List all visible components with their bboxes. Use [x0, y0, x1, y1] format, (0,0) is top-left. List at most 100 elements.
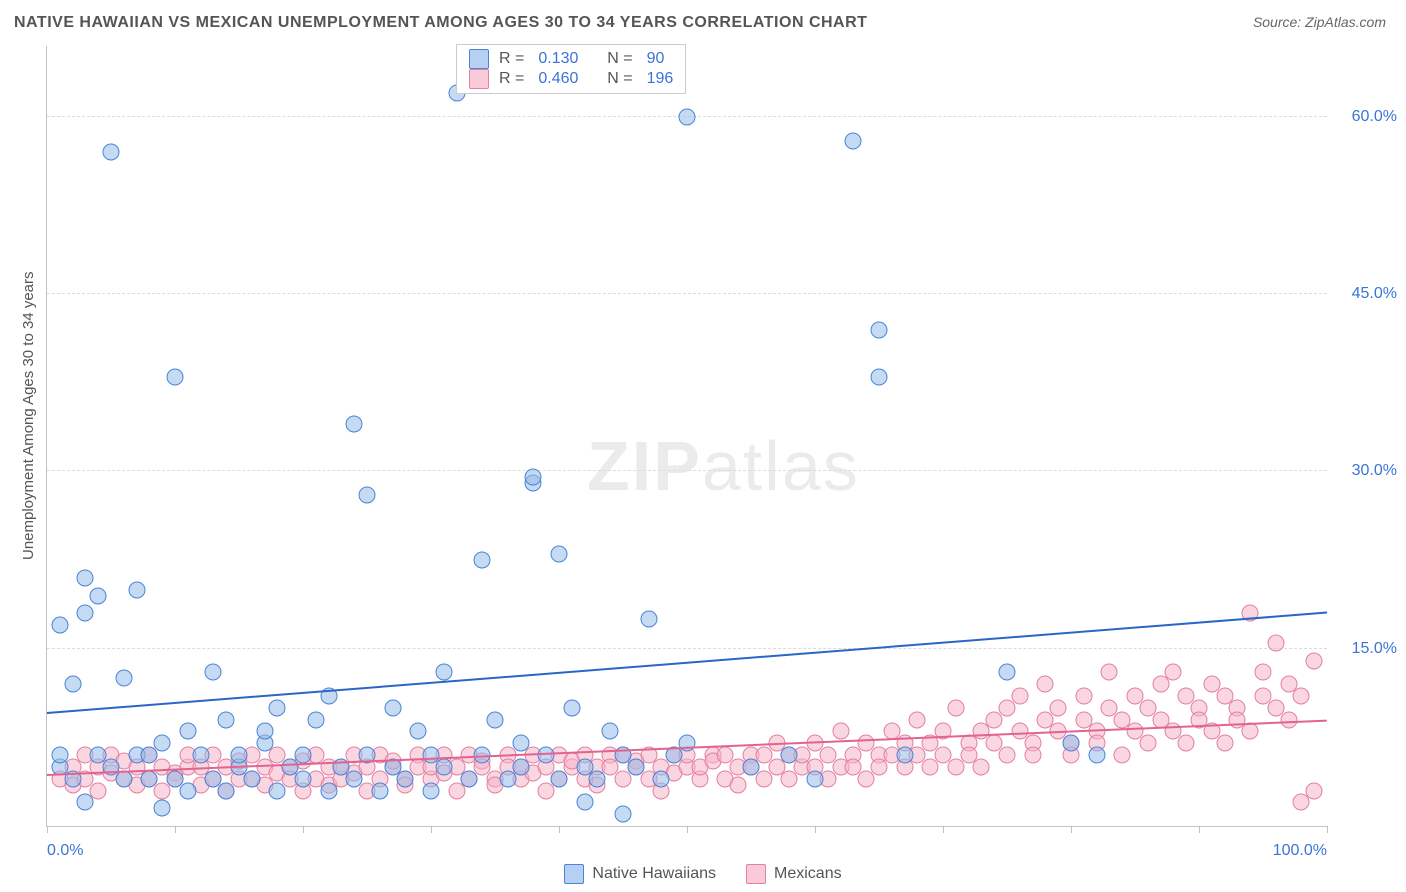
- data-point: [832, 723, 849, 740]
- legend-stats: R = 0.130 N = 90 R = 0.460 N = 196: [456, 44, 686, 94]
- x-tick-label: 100.0%: [1273, 842, 1327, 860]
- data-point: [1101, 664, 1118, 681]
- data-point: [589, 770, 606, 787]
- data-point: [218, 711, 235, 728]
- data-point: [845, 132, 862, 149]
- plot-area: ZIPatlas 15.0%30.0%45.0%60.0%0.0%100.0%: [46, 46, 1327, 827]
- source-label: Source: ZipAtlas.com: [1253, 14, 1386, 30]
- data-point: [1267, 634, 1284, 651]
- x-tick: [1327, 826, 1328, 833]
- gridline: [47, 293, 1327, 294]
- legend-stats-row-1: R = 0.130 N = 90: [469, 49, 673, 69]
- data-point: [1293, 688, 1310, 705]
- data-point: [512, 758, 529, 775]
- data-point: [346, 770, 363, 787]
- data-point: [1024, 747, 1041, 764]
- data-point: [115, 670, 132, 687]
- data-point: [269, 699, 286, 716]
- data-point: [77, 794, 94, 811]
- n-value: 90: [647, 50, 665, 68]
- n-value: 196: [647, 70, 674, 88]
- data-point: [295, 770, 312, 787]
- data-point: [410, 723, 427, 740]
- data-point: [730, 776, 747, 793]
- data-point: [218, 782, 235, 799]
- data-point: [1139, 735, 1156, 752]
- chart-title: NATIVE HAWAIIAN VS MEXICAN UNEMPLOYMENT …: [14, 14, 867, 32]
- data-point: [512, 735, 529, 752]
- data-point: [538, 747, 555, 764]
- data-point: [896, 747, 913, 764]
- data-point: [77, 569, 94, 586]
- data-point: [423, 782, 440, 799]
- x-tick: [47, 826, 48, 833]
- r-label: R =: [499, 70, 524, 88]
- data-point: [1306, 652, 1323, 669]
- data-point: [1280, 711, 1297, 728]
- data-point: [474, 552, 491, 569]
- data-point: [77, 605, 94, 622]
- gridline: [47, 648, 1327, 649]
- data-point: [141, 770, 158, 787]
- data-point: [461, 770, 478, 787]
- data-point: [295, 747, 312, 764]
- legend-label: Native Hawaiians: [592, 865, 716, 883]
- data-point: [179, 782, 196, 799]
- x-tick: [943, 826, 944, 833]
- x-tick: [1071, 826, 1072, 833]
- y-tick-label: 15.0%: [1352, 640, 1397, 658]
- watermark-bold: ZIP: [587, 427, 702, 505]
- data-point: [371, 782, 388, 799]
- data-point: [602, 723, 619, 740]
- data-point: [359, 487, 376, 504]
- swatch-blue-icon: [469, 49, 489, 69]
- data-point: [128, 581, 145, 598]
- y-tick-label: 60.0%: [1352, 108, 1397, 126]
- data-point: [615, 806, 632, 823]
- data-point: [1114, 747, 1131, 764]
- data-point: [1306, 782, 1323, 799]
- legend-item-mexicans: Mexicans: [746, 864, 842, 884]
- n-label: N =: [607, 70, 632, 88]
- x-tick: [431, 826, 432, 833]
- data-point: [1165, 664, 1182, 681]
- data-point: [154, 800, 171, 817]
- r-value: 0.130: [538, 50, 578, 68]
- watermark: ZIPatlas: [587, 426, 860, 506]
- r-value: 0.460: [538, 70, 578, 88]
- data-point: [1242, 723, 1259, 740]
- data-point: [1255, 664, 1272, 681]
- x-tick: [1199, 826, 1200, 833]
- data-point: [679, 735, 696, 752]
- data-point: [525, 469, 542, 486]
- data-point: [435, 758, 452, 775]
- data-point: [807, 770, 824, 787]
- data-point: [781, 747, 798, 764]
- legend-stats-row-2: R = 0.460 N = 196: [469, 69, 673, 89]
- x-tick: [559, 826, 560, 833]
- data-point: [563, 699, 580, 716]
- data-point: [973, 758, 990, 775]
- gridline: [47, 470, 1327, 471]
- x-tick: [175, 826, 176, 833]
- data-point: [320, 782, 337, 799]
- data-point: [576, 794, 593, 811]
- swatch-pink-icon: [746, 864, 766, 884]
- y-tick-label: 30.0%: [1352, 462, 1397, 480]
- data-point: [871, 321, 888, 338]
- data-point: [243, 770, 260, 787]
- data-point: [909, 711, 926, 728]
- data-point: [551, 546, 568, 563]
- data-point: [1050, 699, 1067, 716]
- data-point: [1216, 735, 1233, 752]
- data-point: [1037, 676, 1054, 693]
- legend-item-hawaiians: Native Hawaiians: [564, 864, 716, 884]
- data-point: [384, 699, 401, 716]
- x-tick: [303, 826, 304, 833]
- data-point: [269, 782, 286, 799]
- data-point: [1011, 688, 1028, 705]
- data-point: [435, 664, 452, 681]
- data-point: [51, 747, 68, 764]
- data-point: [1088, 747, 1105, 764]
- data-point: [743, 758, 760, 775]
